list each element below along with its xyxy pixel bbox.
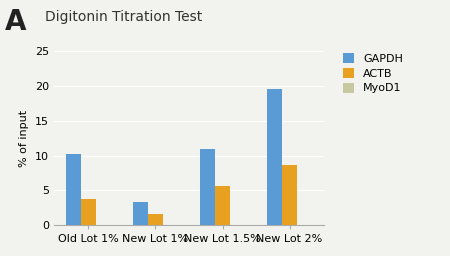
Bar	[148, 214, 163, 225]
Legend: GAPDH, ACTB, MyoD1: GAPDH, ACTB, MyoD1	[343, 53, 403, 93]
Bar	[200, 150, 215, 225]
Bar	[282, 165, 297, 225]
Bar	[133, 202, 148, 225]
Bar	[215, 186, 230, 225]
Text: A: A	[4, 8, 26, 36]
Y-axis label: % of input: % of input	[19, 110, 29, 167]
Text: Digitonin Titration Test: Digitonin Titration Test	[45, 10, 202, 24]
Bar	[66, 154, 81, 225]
Bar	[81, 199, 96, 225]
Bar	[267, 90, 282, 225]
